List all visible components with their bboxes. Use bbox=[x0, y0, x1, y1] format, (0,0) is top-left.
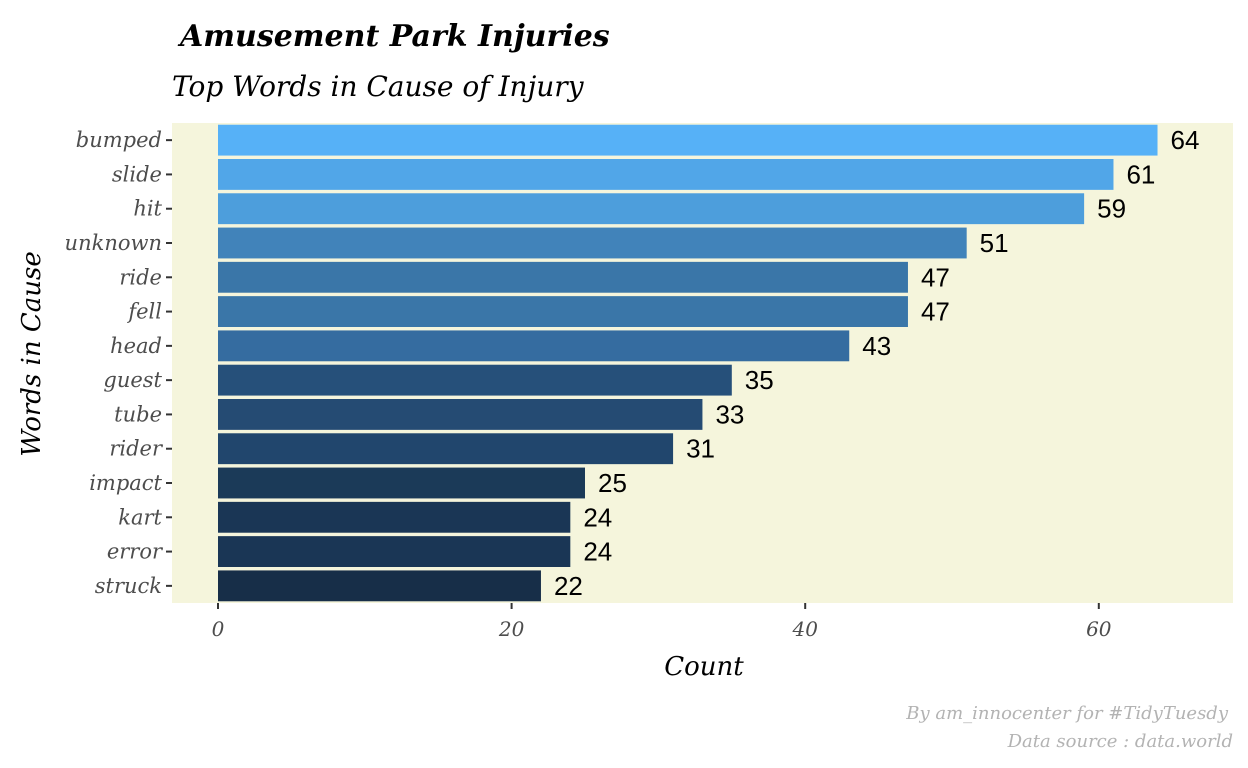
y-axis-title: Words in Cause bbox=[17, 251, 47, 457]
x-tick-label-60: 60 bbox=[1086, 617, 1112, 641]
y-tick-label-bumped: bumped bbox=[76, 128, 162, 152]
y-tick-label-slide: slide bbox=[112, 162, 162, 186]
value-label-rider: 31 bbox=[686, 434, 715, 464]
x-tick-label-0: 0 bbox=[212, 617, 225, 641]
y-tick-label-impact: impact bbox=[89, 471, 162, 495]
value-label-error: 24 bbox=[583, 537, 612, 567]
y-tick-label-struck: struck bbox=[95, 574, 162, 598]
bar-guest bbox=[218, 364, 732, 396]
value-label-fell: 47 bbox=[921, 297, 950, 327]
value-label-struck: 22 bbox=[554, 571, 583, 601]
x-tick-label-20: 20 bbox=[498, 617, 525, 641]
bar-head bbox=[218, 330, 850, 362]
value-label-kart: 24 bbox=[583, 502, 612, 532]
bar-tube bbox=[218, 399, 703, 430]
value-label-hit: 59 bbox=[1097, 194, 1126, 224]
bar-rider bbox=[218, 433, 674, 465]
bar-impact bbox=[218, 467, 585, 499]
caption-source: Data source : data.world bbox=[1007, 731, 1233, 752]
x-tick-label-40: 40 bbox=[791, 617, 818, 641]
value-label-guest: 35 bbox=[745, 365, 774, 395]
x-axis-title: Count bbox=[664, 652, 744, 682]
bar-hit bbox=[218, 193, 1085, 225]
chart-title: Amusement Park Injuries bbox=[177, 19, 610, 54]
value-label-bumped: 64 bbox=[1171, 125, 1200, 155]
bar-unknown bbox=[218, 227, 967, 259]
value-label-head: 43 bbox=[862, 331, 891, 361]
x-axis: 0 20 40 60 bbox=[212, 603, 1112, 641]
bar-bumped bbox=[218, 124, 1158, 156]
value-label-slide: 61 bbox=[1126, 159, 1155, 189]
y-tick-label-error: error bbox=[107, 540, 164, 564]
y-tick-label-fell: fell bbox=[126, 300, 162, 324]
y-tick-label-kart: kart bbox=[118, 505, 162, 529]
bars-group bbox=[218, 124, 1158, 602]
bar-ride bbox=[218, 261, 908, 293]
value-label-unknown: 51 bbox=[980, 228, 1009, 258]
bar-fell bbox=[218, 296, 908, 327]
y-tick-label-tube: tube bbox=[114, 402, 162, 426]
y-tick-label-rider: rider bbox=[109, 437, 164, 461]
caption-author: By am_innocenter for #TidyTuesdy bbox=[905, 703, 1229, 724]
y-tick-label-ride: ride bbox=[119, 265, 162, 289]
chart-subtitle: Top Words in Cause of Injury bbox=[172, 70, 585, 103]
y-tick-label-guest: guest bbox=[103, 368, 162, 392]
value-label-impact: 25 bbox=[598, 468, 627, 498]
value-label-tube: 33 bbox=[715, 399, 744, 429]
bar-kart bbox=[218, 501, 571, 533]
y-tick-label-head: head bbox=[110, 334, 162, 358]
y-tick-label-unknown: unknown bbox=[65, 231, 162, 255]
bar-slide bbox=[218, 159, 1114, 190]
y-axis: bumped slide hit unknown ride fell head guest tu… bbox=[65, 128, 172, 598]
y-tick-label-hit: hit bbox=[133, 197, 162, 221]
bar-error bbox=[218, 536, 571, 567]
bar-struck bbox=[218, 570, 541, 602]
value-label-ride: 47 bbox=[921, 262, 950, 292]
